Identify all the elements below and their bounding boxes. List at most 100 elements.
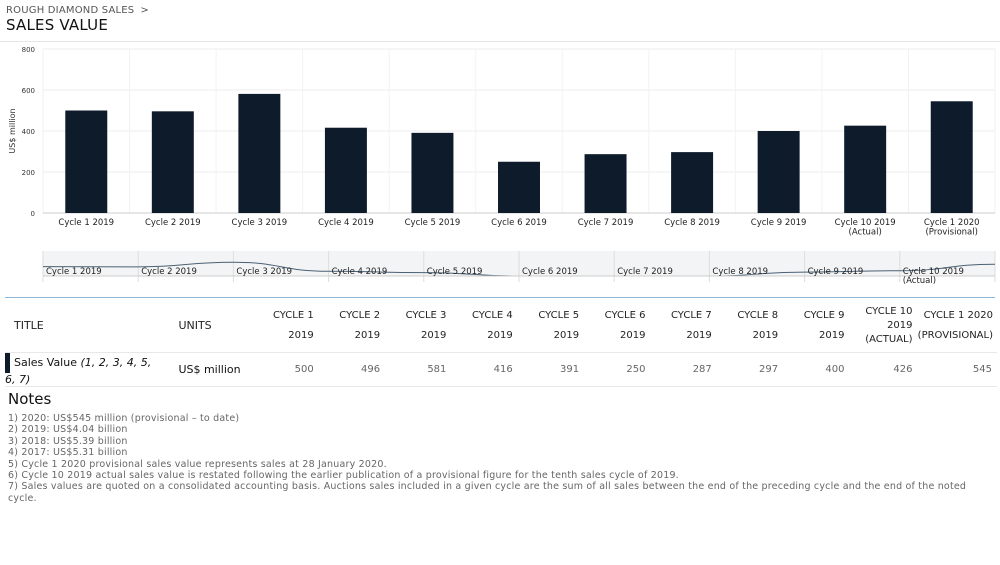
header-text: 2019 <box>420 330 447 341</box>
bar[interactable] <box>844 125 887 213</box>
header-text: CYCLE 3 <box>405 310 447 321</box>
navigator-label: Cycle 1 2019 <box>46 267 102 277</box>
x-tick-label: Cycle 8 2019 <box>664 218 720 228</box>
y-tick-label: 800 <box>22 46 35 54</box>
row-title: Sales Value (1, 2, 3, 4, 5, 6, 7) <box>5 356 152 386</box>
navigator-label: Cycle 6 2019 <box>522 267 578 277</box>
value-cell: 250 <box>584 352 651 387</box>
note-item: 2) 2019: US$4.04 billion <box>8 424 128 436</box>
navigator-label: (Actual) <box>903 276 936 286</box>
header-text: 2019 <box>887 320 913 331</box>
note-item: 5) Cycle 1 2020 provisional sales value … <box>8 458 387 470</box>
header-text: 2019 <box>819 330 845 341</box>
navigator-label: Cycle 3 2019 <box>236 267 292 277</box>
cycle-column-header: CYCLE 3 2019 <box>385 300 451 353</box>
breadcrumb-section-link[interactable]: ROUGH DIAMOND SALES <box>6 5 135 16</box>
cycle-column-header: CYCLE 4 2019 <box>451 300 517 353</box>
x-tick-label: Cycle 6 2019 <box>491 218 547 228</box>
header-text: CYCLE 4 <box>471 310 513 321</box>
sales-value-bar-chart: 0 200 400 600 800 US$ million Cycle 1 2019 Cycl… <box>8 46 996 238</box>
value-cell: 426 <box>849 352 918 387</box>
header-text: (ACTUAL) <box>865 334 913 345</box>
page-title: SALES VALUE <box>6 16 109 34</box>
header-text: CYCLE 2 <box>339 310 381 321</box>
bar[interactable] <box>65 110 108 214</box>
notes-title: Notes <box>8 390 52 408</box>
header-text: CYCLE 7 <box>671 310 712 321</box>
cycle-column-header: CYCLE 9 2019 <box>783 300 849 353</box>
chart-navigator[interactable]: Cycle 1 2019 Cycle 2 2019 Cycle 3 2019 Cycl… <box>0 248 1000 288</box>
y-tick-label: 400 <box>22 128 35 136</box>
header-text: CYCLE 1 2020 <box>923 310 993 321</box>
cycle-column-header: CYCLE 8 2019 <box>717 300 783 353</box>
x-tick-label: (Provisional) <box>925 228 977 238</box>
header-text: CYCLE 9 <box>803 310 845 321</box>
y-axis-label: US$ million <box>8 108 17 153</box>
x-tick-label: Cycle 2 2019 <box>145 218 201 228</box>
navigator-label: Cycle 5 2019 <box>427 267 483 277</box>
x-tick-label: Cycle 9 2019 <box>751 218 807 228</box>
breadcrumb-separator: > <box>140 5 149 16</box>
bar[interactable] <box>584 154 627 213</box>
x-tick-label: Cycle 5 2019 <box>405 218 461 228</box>
header-divider <box>0 41 1000 42</box>
navigator-label: Cycle 9 2019 <box>808 267 864 277</box>
navigator-label: Cycle 10 2019 <box>903 267 964 277</box>
x-tick-label: Cycle 7 2019 <box>578 218 634 228</box>
row-title-cell: Sales Value (1, 2, 3, 4, 5, 6, 7) <box>5 352 170 387</box>
notes-list: 1) 2020: US$545 million (provisional – t… <box>8 413 993 504</box>
header-text: 2019 <box>354 330 381 341</box>
header-text: 2019 <box>752 330 779 341</box>
note-item: 6) Cycle 10 2019 actual sales value is r… <box>8 470 679 482</box>
cycle-column-header: CYCLE 1 2019 <box>252 300 318 353</box>
bar[interactable] <box>930 101 973 213</box>
bar[interactable] <box>498 161 540 213</box>
value-cell: 500 <box>252 352 319 387</box>
header-text: CYCLE 1 <box>272 310 314 321</box>
note-item: 7) Sales values are quoted on a consolid… <box>8 481 967 504</box>
value-cell: 400 <box>783 352 850 387</box>
navigator-label: Cycle 7 2019 <box>617 267 673 277</box>
header-text: 2019 <box>686 330 712 341</box>
x-tick-label: (Actual) <box>849 228 882 238</box>
row-footnotes: (1, 2, 3, 4, 5, 6, 7) <box>5 356 152 386</box>
note-item: 3) 2018: US$5.39 billion <box>8 435 128 447</box>
bar[interactable] <box>238 93 281 213</box>
bar[interactable] <box>324 127 367 213</box>
value-cell: 287 <box>650 352 717 387</box>
header-text: (PROVISIONAL) <box>917 330 993 341</box>
header-text: CYCLE 6 <box>604 310 646 321</box>
bar[interactable] <box>411 132 454 213</box>
header-text: CYCLE 5 <box>538 310 580 321</box>
value-cell: 391 <box>517 352 585 387</box>
title-column-header: TITLE <box>14 319 44 332</box>
bar[interactable] <box>671 152 714 213</box>
navigator-label: Cycle 2 2019 <box>141 267 197 277</box>
table-header-row: TITLE UNITS CYCLE 1 2019 CYCLE 2 2019 CYCLE … <box>5 300 997 353</box>
header-text: 2019 <box>553 330 580 341</box>
sales-value-table: TITLE UNITS CYCLE 1 2019 CYCLE 2 2019 CYCLE … <box>5 300 997 387</box>
x-tick-label: Cycle 1 2020 <box>924 218 980 228</box>
breadcrumb: ROUGH DIAMOND SALES > <box>6 5 149 16</box>
y-tick-label: 0 <box>31 210 35 218</box>
cycle-column-header: CYCLE 1 2020 (PROVISIONAL) <box>918 300 997 353</box>
header-text: 2019 <box>288 330 314 341</box>
table-divider <box>5 297 995 298</box>
value-cell: 297 <box>716 352 784 387</box>
table-row: Sales Value (1, 2, 3, 4, 5, 6, 7) US$ mi… <box>5 352 997 387</box>
x-tick-label: Cycle 4 2019 <box>318 218 374 228</box>
bar[interactable] <box>151 111 194 213</box>
bar[interactable] <box>757 131 800 213</box>
value-cell: 496 <box>318 352 386 387</box>
cycle-column-header: CYCLE 2 2019 <box>319 300 385 353</box>
header-text: 2019 <box>487 330 513 341</box>
units-column-header: UNITS <box>178 319 212 332</box>
navigator-label: Cycle 8 2019 <box>712 267 768 277</box>
navigator-label: Cycle 4 2019 <box>332 267 388 277</box>
note-item: 4) 2017: US$5.31 billion <box>8 447 128 459</box>
value-cell: 416 <box>451 352 518 387</box>
cycle-column-header: CYCLE 7 2019 <box>650 300 716 353</box>
y-tick-label: 600 <box>22 87 35 95</box>
cycle-column-header: CYCLE 6 2019 <box>584 300 650 353</box>
header-text: CYCLE 8 <box>737 310 779 321</box>
